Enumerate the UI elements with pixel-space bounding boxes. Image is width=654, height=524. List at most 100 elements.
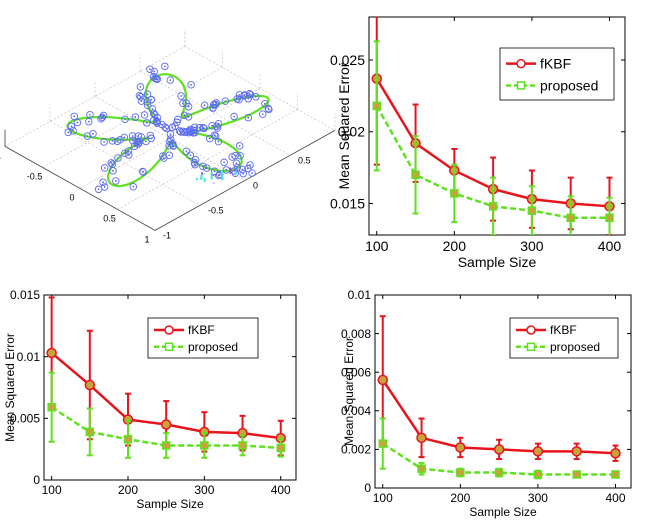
sample-dot (225, 169, 228, 171)
sample-circle (221, 97, 230, 105)
sample-circle (134, 137, 142, 146)
sample-dot (160, 123, 163, 126)
sample-circle (173, 118, 181, 127)
sample-dot (233, 115, 236, 118)
sample-dot (238, 98, 240, 101)
legend-proposed-marker (526, 342, 536, 352)
fKBF-point (416, 432, 427, 444)
sample-dot (183, 114, 186, 117)
sample-dot (127, 154, 130, 156)
sample-dot (192, 131, 195, 134)
sample-dot (123, 136, 126, 139)
legend-fKBF-marker (526, 325, 536, 335)
sample-circle (147, 95, 156, 104)
sample-dot (202, 126, 205, 129)
sample-circle (120, 133, 129, 142)
sample-dot (165, 127, 168, 130)
sample-dot (172, 145, 175, 147)
sample-circle (108, 160, 117, 169)
y3d-tick-label: -1 (163, 230, 171, 240)
legend-fKBF-label: fKBF (540, 56, 571, 72)
sample-circle (239, 169, 248, 178)
legend-fKBF-marker (164, 325, 174, 335)
sample-circle (85, 117, 93, 126)
y-axis-label: Mean Squared Error (3, 333, 17, 442)
fKBF-point (571, 446, 582, 457)
sample-circle (187, 81, 195, 89)
proposed-point (494, 468, 504, 477)
fKBF-point (493, 444, 505, 455)
sample-circle (131, 113, 140, 121)
y-axis-label: Mean Squared Error (336, 62, 352, 189)
sample-dot (131, 139, 134, 142)
x3d-tick-label: -0.5 (27, 171, 43, 181)
sample-dot (112, 169, 114, 172)
sample-dot (72, 129, 74, 132)
sample-dot (137, 140, 140, 143)
sample-circle (236, 151, 244, 160)
y3d-tick-label: 1 (343, 130, 348, 140)
proposed-point (527, 206, 537, 215)
fKBF-point (160, 419, 172, 430)
sample-circle (165, 142, 173, 150)
sample-dot (67, 131, 70, 134)
sample-circle (190, 123, 199, 132)
sample-dot (141, 170, 144, 173)
x-tick-label: 200 (450, 491, 470, 505)
sample-dot (111, 139, 114, 142)
sample-dot (261, 113, 264, 116)
legend: fKBF proposed (509, 317, 619, 359)
plot-area (46, 296, 286, 459)
sample-circle (244, 113, 253, 122)
x-axis-label: Sample Size (458, 254, 537, 270)
sample-circle (166, 130, 175, 138)
sample-circle (208, 121, 216, 130)
sample-circle (100, 138, 108, 146)
sample-dot (193, 161, 196, 164)
y-tick-label: 0.015 (10, 288, 40, 302)
x-tick-label: 200 (118, 483, 138, 497)
sample-circle (228, 153, 236, 161)
sample-circle (64, 128, 72, 137)
chart-panel-bottom-right: 0 0.002 0.004 0.006 0.008 0.01 100 200 300 400 Sam… (341, 288, 632, 519)
sample-circle (246, 161, 254, 169)
y-tick-label: 0.01 (17, 350, 41, 364)
sample-circle (121, 149, 129, 158)
sample-circle (98, 113, 106, 122)
sample-dot (137, 135, 140, 137)
sample-dot (150, 137, 153, 140)
legend-proposed-label: proposed (540, 77, 598, 93)
sample-dot (117, 157, 119, 159)
sample-circle (136, 83, 145, 91)
sample-circle (246, 90, 255, 99)
legend-box (509, 317, 619, 359)
sample-dot (138, 141, 141, 144)
box-edge (4, 146, 156, 231)
sample-circle (161, 62, 169, 71)
sample-circle (97, 114, 105, 123)
sample-dot (87, 120, 90, 123)
y-tick-label: 0.005 (10, 412, 40, 426)
sample-dot (152, 112, 155, 115)
sample-dot (92, 132, 94, 135)
sample-dot (145, 121, 148, 124)
y-tick-label: 0 (33, 473, 40, 487)
x-tick-label: 100 (42, 483, 62, 497)
sample-dot (189, 128, 192, 131)
sample-dot (139, 86, 142, 88)
proposed-point (605, 213, 614, 223)
sample-dot (153, 113, 156, 116)
sample-circle (248, 169, 256, 177)
sample-circle (180, 111, 189, 120)
sample-circle (220, 158, 228, 167)
legend-fKBF-label: fKBF (550, 323, 577, 337)
sample-dot (203, 104, 206, 107)
plot-area (377, 315, 621, 480)
sample-dot (214, 135, 217, 138)
sample-circle (107, 159, 115, 167)
sample-circle (142, 137, 150, 146)
sample-dot (236, 98, 239, 100)
sample-dot (194, 163, 196, 166)
sample-circle (200, 124, 208, 133)
sample-circle (114, 154, 122, 162)
